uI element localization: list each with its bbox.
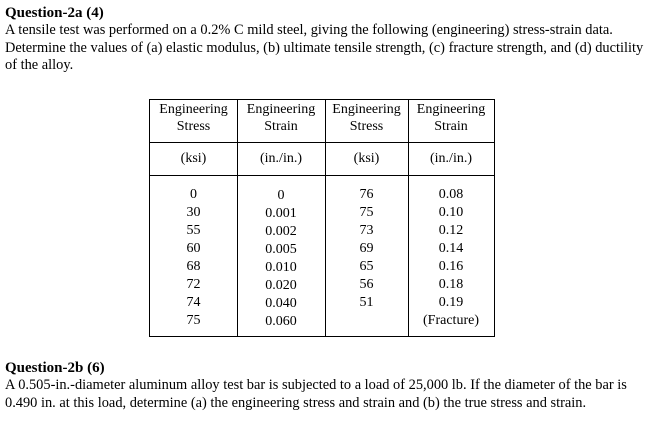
table-cell: 0.040 (265, 296, 297, 311)
stress-column-1: 0 30 55 60 68 72 74 75 (150, 186, 237, 330)
table-cell: 75 (359, 205, 374, 220)
header-divider (150, 142, 494, 143)
table-cell: 74 (186, 295, 201, 310)
question-2b-title: Question-2b (6) (5, 360, 105, 376)
question-2a-title: Question-2a (4) (5, 5, 104, 21)
header-col3-line2: Stress (349, 119, 384, 134)
header-col4-line2: Strain (434, 119, 468, 134)
header-col1-line2: Stress (176, 119, 211, 134)
table-cell: 65 (359, 259, 374, 274)
unit-divider (150, 175, 494, 176)
table-cell: 76 (359, 187, 374, 202)
header-col2-line1: Engineering (246, 102, 316, 117)
table-cell: 69 (359, 241, 374, 256)
table-cell: 0 (190, 187, 197, 202)
table-cell: 0.08 (438, 187, 464, 202)
column-divider (408, 100, 409, 336)
column-divider (325, 100, 326, 336)
table-cell: 75 (186, 313, 201, 328)
table-cell: 51 (359, 295, 374, 310)
table-cell: 0.12 (438, 223, 464, 238)
table-cell: 73 (359, 223, 374, 238)
table-cell: 0.002 (265, 224, 297, 239)
header-col1-line1: Engineering (159, 102, 228, 117)
table-cell: 0.005 (265, 242, 297, 257)
header-col3-line1: Engineering (332, 102, 401, 117)
unit-col4: (in./in.) (430, 151, 472, 166)
table-cell: 30 (186, 205, 201, 220)
table-cell: 0.16 (438, 259, 464, 274)
table-cell: 60 (186, 241, 201, 256)
unit-col1: (ksi) (180, 151, 207, 166)
table-cell: 72 (186, 277, 201, 292)
table-cell: 0.020 (265, 278, 297, 293)
table-cell: 0.14 (438, 241, 464, 256)
table-cell: 55 (186, 223, 201, 238)
column-divider (237, 100, 238, 336)
stress-strain-table: Engineering Stress Engineering Strain En… (149, 99, 495, 337)
table-cell: 68 (186, 259, 201, 274)
strain-column-1: 0 0.001 0.002 0.005 0.010 0.020 0.040 0.… (237, 187, 325, 331)
table-cell: 0 (277, 188, 285, 203)
question-2a-text: A tensile test was performed on a 0.2% C… (5, 22, 644, 73)
header-col4-line1: Engineering (416, 102, 486, 117)
stress-column-2: 76 75 73 69 65 56 51 (325, 186, 408, 312)
table-cell: 0.001 (265, 206, 297, 221)
table-cell: 0.060 (265, 314, 297, 329)
table-cell: 0.19 (438, 295, 464, 310)
table-cell: (Fracture) (423, 313, 479, 328)
unit-col2: (in./in.) (260, 151, 302, 166)
unit-col3: (ksi) (353, 151, 380, 166)
strain-column-2: 0.08 0.10 0.12 0.14 0.16 0.18 0.19 (Frac… (408, 186, 494, 330)
question-2b-text: A 0.505-in.-diameter aluminum alloy test… (5, 377, 627, 411)
header-col2-line2: Strain (264, 119, 298, 134)
table-cell: 56 (359, 277, 374, 292)
table-cell: 0.18 (438, 277, 464, 292)
table-cell: 0.010 (265, 260, 297, 275)
table-cell: 0.10 (438, 205, 464, 220)
